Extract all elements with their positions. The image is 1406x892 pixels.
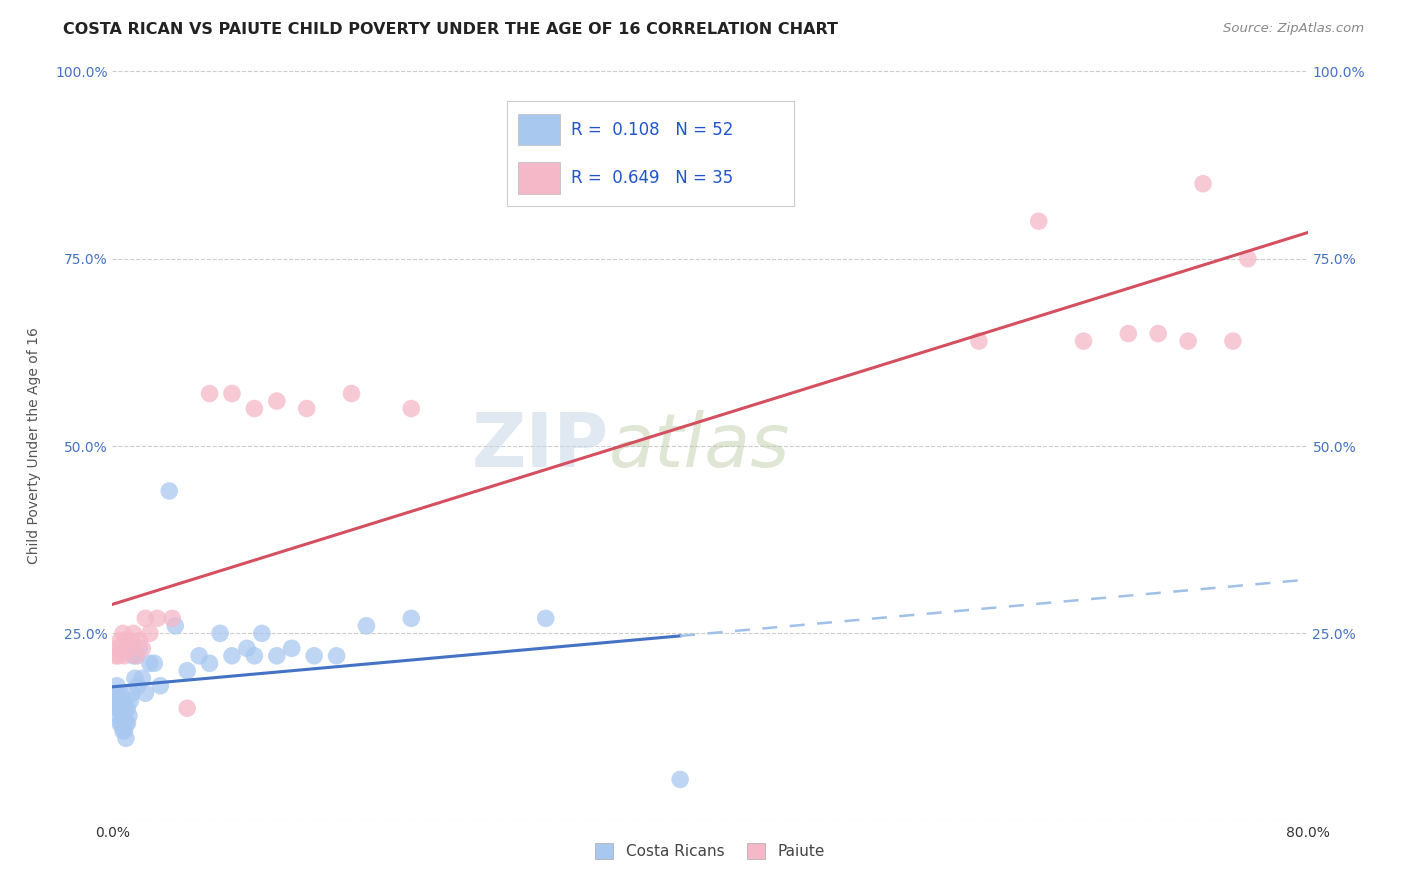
Point <box>188 648 211 663</box>
Point <box>125 648 148 663</box>
Point <box>110 694 132 708</box>
Point <box>401 611 423 625</box>
Point <box>120 633 142 648</box>
Point <box>125 648 148 663</box>
Text: COSTA RICAN VS PAIUTE CHILD POVERTY UNDER THE AGE OF 16 CORRELATION CHART: COSTA RICAN VS PAIUTE CHILD POVERTY UNDE… <box>63 22 838 37</box>
Point <box>105 641 128 656</box>
Point <box>134 686 156 700</box>
Point <box>221 386 243 401</box>
Point <box>356 619 378 633</box>
Text: Source: ZipAtlas.com: Source: ZipAtlas.com <box>1223 22 1364 36</box>
Point <box>110 716 132 731</box>
Y-axis label: Child Poverty Under the Age of 16: Child Poverty Under the Age of 16 <box>27 327 41 565</box>
Point <box>325 648 347 663</box>
Point <box>108 686 131 700</box>
Point <box>117 701 139 715</box>
Point <box>108 716 131 731</box>
Point <box>107 648 129 663</box>
Point <box>266 394 288 409</box>
Point <box>128 641 150 656</box>
Point <box>121 686 143 700</box>
Point <box>157 483 180 498</box>
Point <box>107 694 129 708</box>
Point <box>176 701 198 715</box>
Point <box>120 694 142 708</box>
Point <box>1073 334 1095 348</box>
Point <box>117 641 139 656</box>
Point <box>115 633 138 648</box>
Point <box>176 664 198 678</box>
Point <box>669 772 692 787</box>
Point <box>198 386 221 401</box>
Point <box>1222 334 1244 348</box>
Point <box>243 401 266 416</box>
Text: ZIP: ZIP <box>471 409 609 483</box>
Point <box>114 723 135 738</box>
Point <box>110 641 132 656</box>
Point <box>1147 326 1170 341</box>
Point <box>266 648 288 663</box>
Point <box>281 641 304 656</box>
Text: atlas: atlas <box>609 410 790 482</box>
Point <box>139 657 162 671</box>
Point <box>165 619 187 633</box>
Point <box>104 648 127 663</box>
Point <box>1237 252 1260 266</box>
Point <box>118 708 141 723</box>
Point <box>105 679 128 693</box>
Point <box>115 716 138 731</box>
Point <box>131 641 153 656</box>
Point <box>302 648 325 663</box>
Point <box>111 708 134 723</box>
Point <box>243 648 266 663</box>
Point <box>117 716 139 731</box>
Point <box>111 626 134 640</box>
Point <box>1028 214 1050 228</box>
Point <box>122 626 145 640</box>
Point <box>108 633 131 648</box>
Point <box>107 708 129 723</box>
Point <box>209 626 232 640</box>
Point <box>114 648 135 663</box>
Point <box>162 611 183 625</box>
Point <box>221 648 243 663</box>
Point <box>1192 177 1215 191</box>
Point <box>1177 334 1199 348</box>
Point <box>110 701 132 715</box>
Point <box>401 401 423 416</box>
Point <box>104 686 127 700</box>
Point <box>127 679 149 693</box>
Point <box>114 708 135 723</box>
Point <box>967 334 990 348</box>
Point <box>1118 326 1140 341</box>
Point <box>534 611 557 625</box>
Point <box>108 701 131 715</box>
Point <box>143 657 166 671</box>
Point <box>124 671 146 685</box>
Point <box>111 694 134 708</box>
Point <box>115 731 138 746</box>
Point <box>149 679 172 693</box>
Point <box>128 633 150 648</box>
Point <box>111 723 134 738</box>
Point <box>340 386 363 401</box>
Point <box>295 401 318 416</box>
Point <box>236 641 259 656</box>
Point <box>198 657 221 671</box>
Point <box>146 611 169 625</box>
Point <box>250 626 273 640</box>
Point <box>105 701 128 715</box>
Point <box>139 626 162 640</box>
Point <box>131 671 153 685</box>
Point <box>122 648 145 663</box>
Point <box>114 701 135 715</box>
Point <box>134 611 156 625</box>
Legend: Costa Ricans, Paiute: Costa Ricans, Paiute <box>589 838 831 865</box>
